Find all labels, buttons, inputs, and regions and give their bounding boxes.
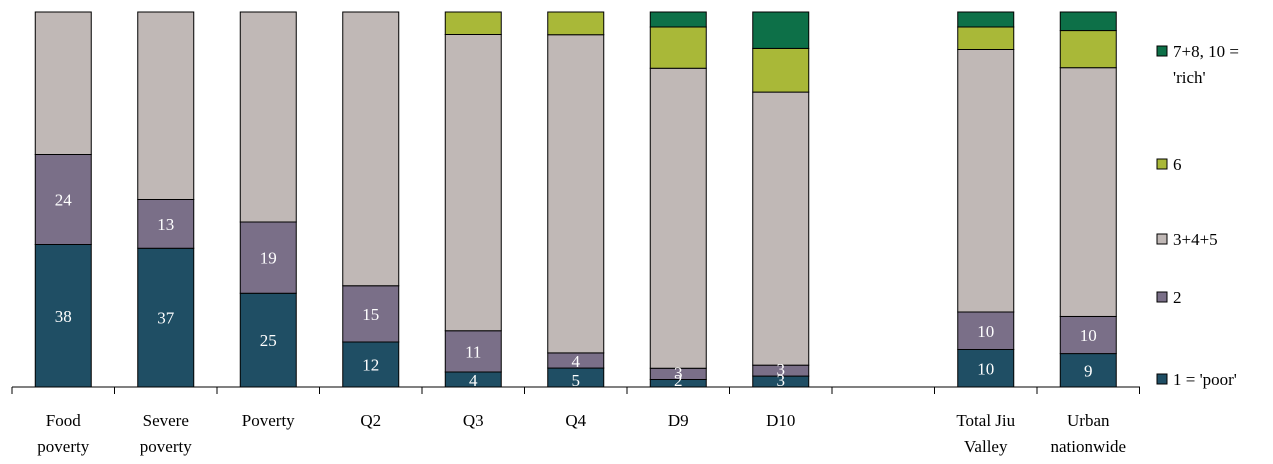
bar-segment bbox=[1059, 67, 1117, 317]
bar-value-label: 3 bbox=[777, 360, 786, 379]
bar-value-label: 37 bbox=[157, 309, 175, 328]
bar-value-label: 24 bbox=[55, 191, 73, 210]
legend-label: 1 = 'poor' bbox=[1173, 370, 1237, 389]
category-label: poverty bbox=[140, 437, 192, 456]
bar-value-label: 2 bbox=[674, 371, 683, 390]
bar-value-label: 4 bbox=[572, 352, 581, 371]
legend-label: 7+8, 10 = bbox=[1173, 42, 1239, 61]
bar-segment bbox=[547, 11, 605, 36]
bar-value-label: 5 bbox=[572, 371, 581, 390]
legend-swatch bbox=[1156, 45, 1168, 57]
bar-segment bbox=[34, 11, 92, 155]
bar-value-label: 19 bbox=[260, 249, 277, 268]
category-label: poverty bbox=[37, 437, 89, 456]
bar-value-label: 11 bbox=[465, 342, 481, 361]
bar-segment bbox=[649, 67, 707, 369]
category-label: Urban bbox=[1067, 411, 1110, 430]
category-label: D9 bbox=[668, 411, 689, 430]
category-label: Q3 bbox=[463, 411, 484, 430]
bar-value-label: 9 bbox=[1084, 361, 1093, 380]
bar-segment bbox=[957, 311, 1015, 350]
bar-segment bbox=[34, 244, 92, 388]
bar-segment bbox=[752, 11, 810, 49]
legend-swatch bbox=[1156, 373, 1168, 385]
bar-value-label: 3 bbox=[777, 371, 786, 390]
legend: 7+8, 10 = 'rich' 6 3+4+5 2 1 = 'poor' bbox=[1156, 42, 1239, 389]
bar-value-label: 13 bbox=[157, 215, 174, 234]
bar-segment bbox=[649, 11, 707, 28]
bar-value-label: 10 bbox=[1080, 326, 1097, 345]
category-label: Food bbox=[46, 411, 81, 430]
bar-segment bbox=[444, 11, 502, 35]
category-label: Valley bbox=[964, 437, 1008, 456]
bar-segment bbox=[342, 11, 400, 287]
bar-segment bbox=[957, 349, 1015, 388]
bar-segment bbox=[1059, 353, 1117, 388]
category-label: Total Jiu bbox=[956, 411, 1015, 430]
legend-label: 6 bbox=[1173, 155, 1182, 174]
bar-value-label: 25 bbox=[260, 331, 277, 350]
bar-segment bbox=[1059, 315, 1117, 355]
bar-segment bbox=[752, 91, 810, 366]
category-label: nationwide bbox=[1050, 437, 1126, 456]
category-label: D10 bbox=[766, 411, 795, 430]
legend-swatch bbox=[1156, 291, 1168, 303]
bar-segment bbox=[649, 26, 707, 69]
bar-segment bbox=[137, 11, 195, 200]
bar-segment bbox=[444, 34, 502, 332]
bar-segment bbox=[957, 49, 1015, 313]
bar-segment bbox=[342, 285, 400, 343]
legend-label: 2 bbox=[1173, 288, 1182, 307]
x-axis-ticks bbox=[11, 387, 1140, 394]
category-label: Q2 bbox=[360, 411, 381, 430]
bar-segment bbox=[34, 154, 92, 245]
bar-value-label: 4 bbox=[469, 371, 478, 390]
bar-segment bbox=[444, 330, 502, 373]
bar-value-label: 3 bbox=[674, 364, 683, 383]
category-label: Q4 bbox=[565, 411, 586, 430]
bar-value-label: 10 bbox=[977, 322, 994, 341]
bar-segment bbox=[957, 11, 1015, 28]
bar-segment bbox=[957, 26, 1015, 50]
bar-value-label: 12 bbox=[362, 356, 379, 375]
bar-value-label: 10 bbox=[977, 359, 994, 378]
category-labels: Food poverty Severe poverty Poverty Q2 Q3 Q4 D9 D… bbox=[37, 411, 1126, 456]
bar-segment bbox=[1059, 11, 1117, 32]
category-label: Poverty bbox=[242, 411, 295, 430]
bars-group bbox=[34, 11, 1117, 388]
bar-segment bbox=[239, 11, 297, 223]
legend-swatch bbox=[1156, 233, 1168, 245]
legend-label: 3+4+5 bbox=[1173, 230, 1218, 249]
legend-swatch bbox=[1156, 158, 1168, 170]
category-label: Severe bbox=[143, 411, 189, 430]
bar-segment bbox=[1059, 30, 1117, 69]
bar-segment bbox=[239, 221, 297, 294]
bar-segment bbox=[137, 199, 195, 249]
bar-segment bbox=[752, 47, 810, 93]
bar-segment bbox=[547, 34, 605, 354]
bar-value-label: 15 bbox=[362, 305, 379, 324]
legend-label: 'rich' bbox=[1173, 68, 1206, 87]
bar-value-label: 38 bbox=[55, 307, 72, 326]
